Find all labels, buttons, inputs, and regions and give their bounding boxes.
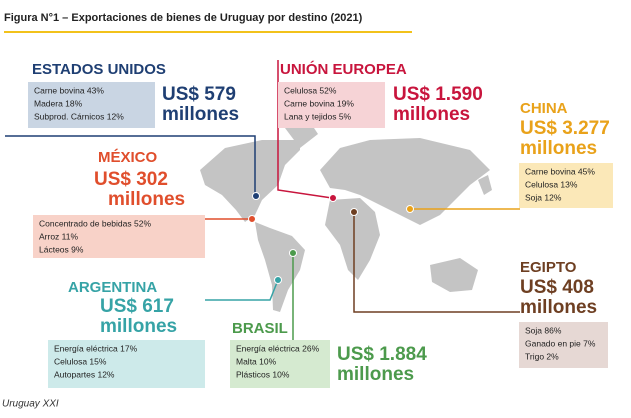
- info-box: [519, 163, 613, 208]
- product-share: Subprod. Cárnicos 12%: [34, 111, 124, 121]
- amount-unit: millones: [520, 138, 597, 159]
- region-name: ARGENTINA: [68, 279, 157, 296]
- region-name: CHINA: [520, 100, 568, 117]
- world-map: [200, 122, 492, 312]
- info-box: [519, 322, 608, 368]
- leader-line: [205, 279, 279, 301]
- amount: US$ 1.884: [337, 344, 427, 365]
- leader-line: [5, 135, 256, 196]
- location-dot: [252, 192, 260, 200]
- product-share: Carne bovina 45%: [525, 166, 595, 176]
- product-share: Lácteos 9%: [39, 244, 84, 254]
- info-box: [28, 82, 155, 128]
- product-share: Carne bovina 19%: [284, 98, 354, 108]
- amount: US$ 302: [94, 169, 168, 190]
- product-share: Carne bovina 43%: [34, 85, 104, 95]
- info-box: [230, 340, 330, 388]
- product-share: Autopartes 12%: [54, 369, 115, 379]
- location-dot: [248, 215, 256, 223]
- amount: US$ 579: [162, 84, 236, 105]
- product-share: Lana y tejidos 5%: [284, 111, 352, 121]
- amount: US$ 1.590: [393, 84, 483, 105]
- product-share: Arroz 11%: [39, 231, 78, 241]
- info-box: [48, 340, 205, 388]
- product-share: Energía eléctrica 17%: [54, 343, 138, 353]
- product-share: Trigo 2%: [525, 351, 559, 361]
- amount: US$ 408: [520, 277, 594, 298]
- source: Uruguay XXI: [2, 399, 59, 410]
- amount-unit: millones: [108, 189, 185, 210]
- product-share: Concentrado de bebidas 52%: [39, 218, 151, 228]
- amount-unit: millones: [393, 104, 470, 125]
- product-share: Celulosa 15%: [54, 356, 107, 366]
- location-dot: [274, 276, 282, 284]
- info-box: [33, 215, 205, 258]
- location-dot: [350, 208, 358, 216]
- product-share: Soja 12%: [525, 192, 562, 202]
- amount-unit: millones: [100, 316, 177, 337]
- title: Figura N°1 – Exportaciones de bienes de …: [4, 12, 363, 24]
- region-name: MÉXICO: [98, 149, 158, 166]
- region-name: ESTADOS UNIDOS: [32, 61, 166, 78]
- info-box: [278, 82, 385, 128]
- location-dot: [329, 194, 337, 202]
- region-name: EGIPTO: [520, 259, 577, 276]
- location-dot: [406, 205, 414, 213]
- amount-unit: millones: [162, 104, 239, 125]
- amount: US$ 3.277: [520, 118, 610, 139]
- product-share: Celulosa 52%: [284, 85, 337, 95]
- product-share: Madera 18%: [34, 98, 83, 108]
- product-share: Energía eléctrica 26%: [236, 343, 320, 353]
- product-share: Ganado en pie 7%: [525, 338, 596, 348]
- amount-unit: millones: [337, 364, 414, 385]
- product-share: Malta 10%: [236, 356, 277, 366]
- product-share: Soja 86%: [525, 325, 562, 335]
- leader-line: [353, 212, 520, 313]
- amount: US$ 617: [100, 296, 174, 317]
- amount-unit: millones: [520, 297, 597, 318]
- product-share: Celulosa 13%: [525, 179, 578, 189]
- product-share: Plásticos 10%: [236, 369, 290, 379]
- region-name: UNIÓN EUROPEA: [280, 60, 407, 78]
- location-dot: [289, 249, 297, 257]
- region-name: BRASIL: [232, 320, 288, 337]
